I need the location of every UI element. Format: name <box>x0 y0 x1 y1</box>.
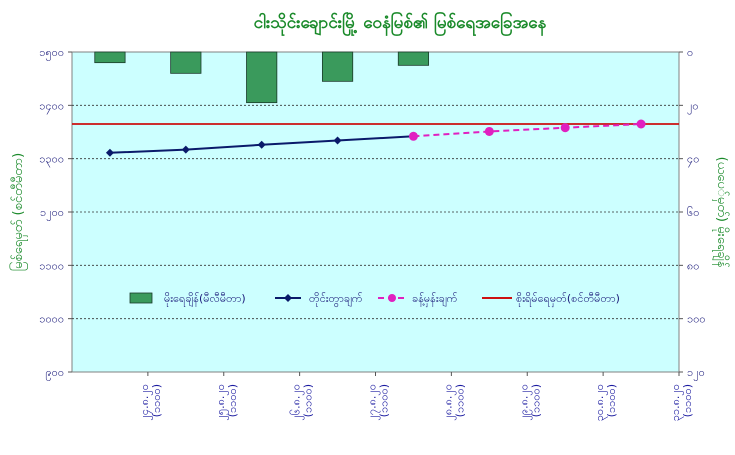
x-tick-sublabel: (၁၁၀၀) <box>681 384 694 417</box>
forecast-point <box>484 126 494 136</box>
legend-marker-observed <box>284 294 292 302</box>
x-tick-sublabel: (၁၁၀၀) <box>226 384 239 417</box>
observed-point <box>181 145 190 154</box>
left-tick-label: ၁၂၀၀ <box>40 206 64 221</box>
left-tick-label: ၁၄၀၀ <box>39 99 64 114</box>
x-tick-label: ၂၈.၈.၂၀ <box>441 384 456 421</box>
legend-label: စိုးရိမ်ရေမှတ်(စင်တီမီတာ) <box>516 292 620 307</box>
left-tick-label: ၁၃၀၀ <box>39 153 64 168</box>
x-tick-sublabel: (၁၁၀၀) <box>302 384 315 417</box>
x-tick-sublabel: (၁၁၀၀) <box>605 384 618 417</box>
legend-label: ခန့်မှန်းချက် <box>412 292 458 307</box>
legend-label: မိုးရေချိန်(မီလီမီတာ) <box>164 292 246 307</box>
forecast-point <box>636 119 646 129</box>
x-tick-label: ၂၄.၈.၂၀ <box>138 384 153 420</box>
plot-area <box>71 51 680 373</box>
x-tick-sublabel: (၁၁၀၀) <box>529 384 542 417</box>
legend: မိုးရေချိန်(မီလီမီတာ) တိုင်းတွာချက် ခန့်မှ… <box>129 292 620 307</box>
legend-swatch-rainfall <box>129 292 153 304</box>
right-axis-title: (ယပေ်မှတ်) မိုးရေချိန် <box>712 157 730 269</box>
left-tick-label: ၁၅၀၀ <box>39 46 64 61</box>
rainfall-bar <box>94 51 126 64</box>
rainfall-bar <box>170 51 202 74</box>
legend-marker-forecast <box>388 294 396 302</box>
right-tick-label: ၁၂၀ <box>687 366 705 381</box>
x-tick-label: ၃၀.၈.၂၀ <box>593 384 608 421</box>
rainfall-bar <box>397 51 430 66</box>
left-axis-ticks: ၉၀၀ ၁၀၀၀ ၁၁၀၀ ၁၂၀၀ ၁၃၀၀ ၁၄၀၀ ၁၅၀၀ <box>39 46 72 381</box>
forecast-point <box>560 123 570 133</box>
data-lines <box>72 119 679 157</box>
observed-point <box>333 136 342 145</box>
x-tick-label: ၂၅.၈.၂၀ <box>214 384 229 420</box>
x-tick-sublabel: (၁၁၀၀) <box>453 384 466 417</box>
rainfall-bar <box>321 51 354 82</box>
x-tick-label: ၂၇.၈.၂၀ <box>366 384 381 420</box>
observed-point <box>257 140 266 149</box>
rainfall-bar <box>246 51 278 104</box>
left-tick-label: ၁၁၀၀ <box>39 259 64 272</box>
legend-label: တိုင်းတွာချက် <box>309 292 363 307</box>
left-axis-title: မြစ်ရေမှတ် (စင်တီမီတာ) <box>9 153 28 271</box>
rainfall-bars <box>94 51 430 104</box>
gridlines <box>72 104 679 320</box>
chart-title: ငါးသိုင်းချောင်းမြို့ ဝေနံမြစ်၏ မြစ်ရေအခ… <box>254 10 547 37</box>
right-tick-label: ၄၀ <box>687 153 699 168</box>
x-tick-label: ၂၆.၈.၂၀ <box>290 384 305 420</box>
x-tick-sublabel: (၁၁၀၀) <box>150 384 163 417</box>
right-tick-label: ၆၀ <box>687 206 699 219</box>
right-tick-label: ၀ <box>687 46 693 59</box>
x-axis-ticks: ၂၄.၈.၂၀ (၁၁၀၀) ၂၅.၈.၂၀ (၁၁၀၀) ၂၆.၈.၂၀ (၁၁၀၀) ၂… <box>138 372 694 421</box>
forecast-point <box>408 131 418 141</box>
x-tick-sublabel: (၁၁၀၀) <box>378 384 391 417</box>
x-tick-label: ၂၉.၈.၂၀ <box>517 384 532 420</box>
observed-point <box>105 148 114 157</box>
x-tick-label: ၃၁.၈.၂၀ <box>669 384 684 421</box>
left-tick-label: ၉၀၀ <box>45 366 64 381</box>
left-tick-label: ၁၀၀၀ <box>39 313 64 326</box>
right-tick-label: ၂၀ <box>687 99 699 114</box>
forecast-line <box>413 123 642 138</box>
right-tick-label: ၈၀ <box>687 259 699 272</box>
right-tick-label: ၁၀၀ <box>687 313 706 326</box>
